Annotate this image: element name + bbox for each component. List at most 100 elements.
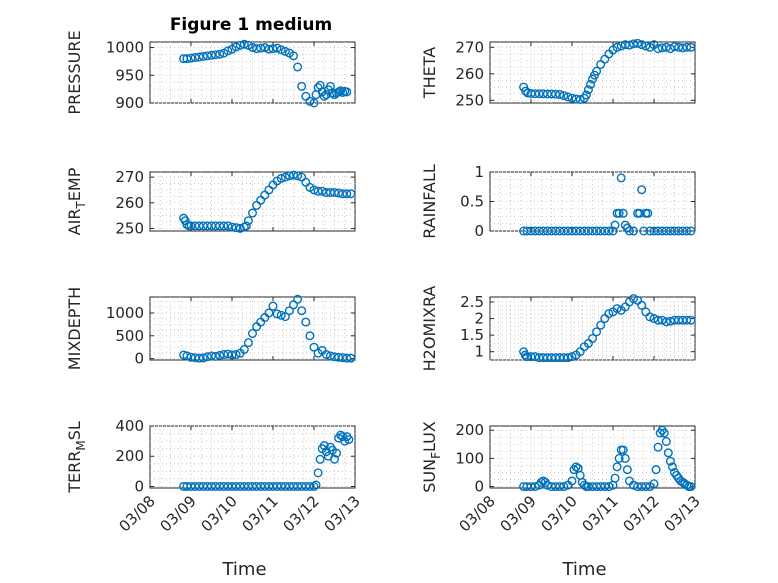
data-point <box>665 456 675 466</box>
data-point <box>653 442 663 452</box>
data-point <box>241 221 251 231</box>
y-tick-label: 0 <box>134 477 144 495</box>
y-tick-label: 260 <box>455 65 484 83</box>
data-point <box>575 95 585 105</box>
data-point <box>305 96 315 106</box>
data-point <box>604 482 614 492</box>
data-point <box>311 480 321 490</box>
data-point <box>182 220 192 230</box>
data-point <box>223 221 233 231</box>
subplot-pressure: 900 950 1000 PRESSURE <box>65 30 356 115</box>
data-point <box>643 208 653 218</box>
data-point <box>305 331 315 341</box>
y-tick-label: 950 <box>115 66 144 84</box>
data-point <box>215 350 225 360</box>
data-point <box>280 312 290 322</box>
data-point <box>521 86 531 96</box>
data-point <box>211 50 221 60</box>
y-axis-label-h2omixra: H2OMIXRA <box>420 286 439 372</box>
data-point <box>641 41 651 51</box>
data-point <box>301 317 311 327</box>
data-point <box>227 222 237 232</box>
data-point <box>198 353 208 363</box>
x-tick-label: 03/10 <box>538 492 581 535</box>
data-point <box>526 482 536 492</box>
data-point <box>600 482 610 492</box>
data-point <box>530 352 540 362</box>
data-point <box>618 445 628 455</box>
data-point <box>653 315 663 325</box>
data-point <box>618 208 628 218</box>
data-point <box>239 222 249 232</box>
data-point <box>330 454 340 464</box>
data-point <box>682 226 692 236</box>
y-axis-label-sun_flux: SUNFLUX <box>420 421 443 493</box>
data-point <box>247 208 257 218</box>
data-point <box>293 171 303 181</box>
x-axis-label: Time <box>561 559 606 580</box>
data-point <box>305 481 315 491</box>
data-point <box>268 44 278 54</box>
data-point <box>336 86 346 96</box>
data-point <box>247 329 257 339</box>
data-point <box>657 315 667 325</box>
data-point <box>330 188 340 198</box>
data-point <box>682 315 692 325</box>
data-point <box>637 300 647 310</box>
data-point <box>215 49 225 59</box>
data-point <box>649 479 659 489</box>
data-point <box>588 333 598 343</box>
y-axis-label-theta: THETA <box>420 47 439 99</box>
y-tick-label: 1000 <box>106 39 144 57</box>
data-point <box>665 316 675 326</box>
y-axis-label-air_temp: AIRTEMP <box>65 167 88 235</box>
data-point <box>243 216 253 226</box>
y-axis-label-rainfall: RAINFALL <box>420 164 439 239</box>
data-point <box>272 309 282 319</box>
y-tick-label: 250 <box>455 91 484 109</box>
data-point <box>665 44 675 54</box>
data-point <box>325 351 335 361</box>
x-tick-label: 03/13 <box>661 492 704 535</box>
plot-area-pressure <box>149 41 356 104</box>
data-point <box>186 53 196 63</box>
data-point <box>622 465 632 475</box>
data-point <box>555 90 565 100</box>
plot-area-h2omixra <box>489 296 696 361</box>
y-tick-label: 1000 <box>106 304 144 322</box>
data-point <box>227 350 237 360</box>
y-tick-label: 0.5 <box>460 193 484 211</box>
data-point <box>231 350 241 360</box>
data-point <box>551 89 561 99</box>
data-point <box>289 170 299 180</box>
data-point <box>563 353 573 363</box>
data-point <box>620 453 630 463</box>
data-point <box>567 352 577 362</box>
y-tick-label: 270 <box>455 38 484 56</box>
data-point <box>182 54 192 64</box>
data-point <box>682 480 692 490</box>
data-point <box>614 208 624 218</box>
data-point <box>276 45 286 55</box>
data-point <box>667 462 677 472</box>
y-tick-label: 1 <box>474 343 484 361</box>
data-point <box>280 46 290 56</box>
y-axis-label-pressure: PRESSURE <box>65 30 84 114</box>
subplot-theta: 250 260 270 THETA <box>420 38 696 109</box>
data-point <box>637 185 647 195</box>
y-tick-label: 1.5 <box>460 326 484 344</box>
data-point <box>641 482 651 492</box>
data-point <box>319 441 329 451</box>
data-point <box>661 317 671 327</box>
data-point <box>198 51 208 61</box>
data-point <box>608 226 618 236</box>
data-point <box>252 44 262 54</box>
data-point <box>268 301 278 311</box>
data-point <box>219 221 229 231</box>
data-point <box>555 482 565 492</box>
data-point <box>264 44 274 54</box>
plot-area-rainfall <box>489 171 696 232</box>
data-point <box>344 435 354 445</box>
data-point <box>239 39 249 49</box>
data-point <box>231 42 241 52</box>
